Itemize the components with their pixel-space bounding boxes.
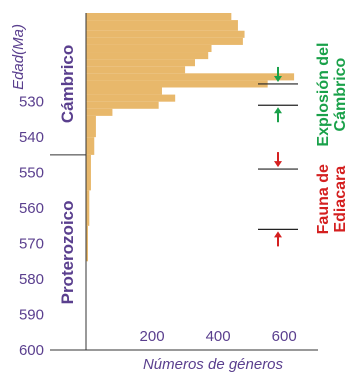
bar <box>86 154 91 191</box>
event-label-line2: Ediacara <box>332 166 349 233</box>
event-arrow-up-head <box>274 231 282 238</box>
bar <box>86 59 195 67</box>
axes-layer <box>50 13 318 351</box>
bar <box>86 44 212 53</box>
x-tick-label: 200 <box>140 328 165 345</box>
bar <box>86 87 162 95</box>
y-tick-label: 550 <box>19 165 44 182</box>
bar <box>86 37 243 45</box>
event-label-line2: Cámbrico <box>332 57 349 131</box>
y-axis-title: Edad(Ma) <box>10 24 27 90</box>
bar <box>86 137 95 155</box>
y-tick-label: 560 <box>19 200 44 217</box>
period-label: Cámbrico <box>58 45 77 123</box>
x-tick-labels: 200 400 600 <box>140 328 297 345</box>
event-label-line1: Explosión del <box>315 43 332 147</box>
bar <box>86 20 238 31</box>
y-tick-label: 540 <box>19 129 44 146</box>
y-tick-label: 590 <box>19 307 44 324</box>
bar <box>86 52 209 60</box>
bar <box>86 108 113 116</box>
y-tick-labels: 530 540 550 560 570 580 590 600 <box>19 94 44 359</box>
y-tick-label: 600 <box>19 342 44 359</box>
event-label-line1: Fauna de <box>315 164 332 234</box>
bar <box>86 13 232 21</box>
y-tick-label: 570 <box>19 236 44 253</box>
x-tick-label: 400 <box>206 328 231 345</box>
bar <box>86 101 159 109</box>
bar <box>86 115 96 138</box>
bar <box>86 73 295 81</box>
bar <box>86 190 90 226</box>
events-layer: Explosión del Cámbrico Fauna de Ediacara <box>258 43 349 247</box>
bar <box>86 80 268 88</box>
bar <box>86 66 186 74</box>
bars-layer <box>86 13 295 262</box>
bar <box>86 30 245 38</box>
period-labels: Cámbrico Proterozoico <box>58 45 77 305</box>
event-arrow-down-head <box>274 161 282 168</box>
period-label: Proterozoico <box>58 200 77 304</box>
x-tick-label: 600 <box>272 328 297 345</box>
y-tick-label: 580 <box>19 271 44 288</box>
event-arrow-up-head <box>274 107 282 114</box>
y-tick-label: 530 <box>19 94 44 111</box>
event-arrow-down-head <box>274 75 282 82</box>
bar <box>86 225 88 262</box>
x-axis-title: Números de géneros <box>143 356 284 373</box>
bar <box>86 94 176 102</box>
